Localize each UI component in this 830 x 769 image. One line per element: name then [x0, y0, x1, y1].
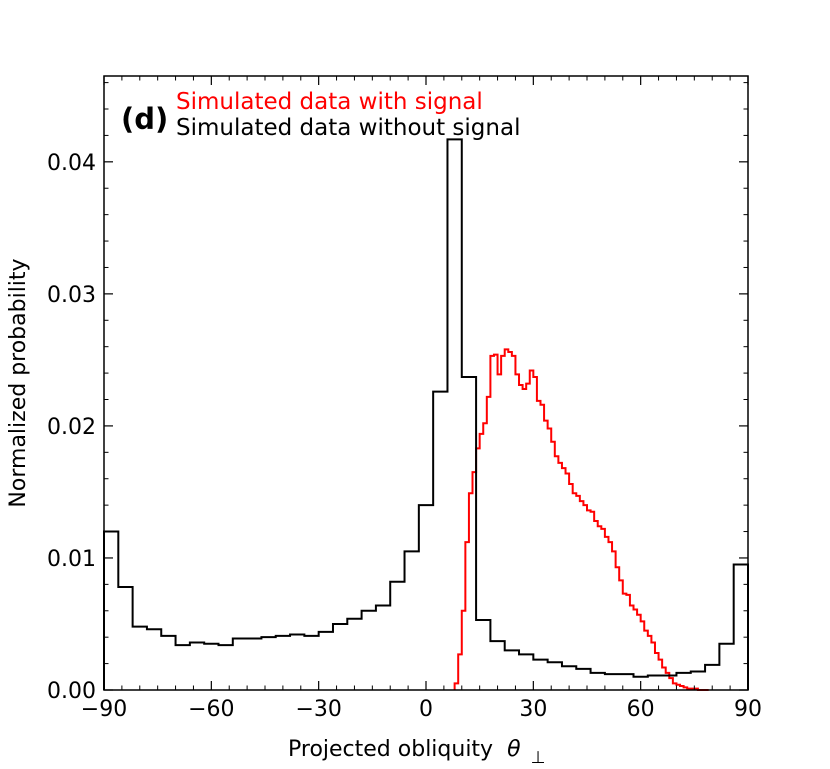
x-tick-label: −90: [81, 697, 127, 722]
x-tick-label: 60: [627, 697, 655, 722]
y-tick-label: 0.02: [47, 415, 96, 440]
y-tick-label: 0.03: [47, 283, 96, 308]
series-with-signal: [453, 348, 709, 691]
x-tick-label: −60: [188, 697, 234, 722]
series-without-signal: [103, 138, 749, 690]
series-layer: [103, 138, 749, 691]
y-axis-label: Normalized probability: [6, 258, 31, 507]
x-tick-label: 90: [734, 697, 762, 722]
panel-label: (d): [121, 102, 168, 136]
x-tick-label: 0: [419, 697, 433, 722]
y-tick-label: 0.04: [47, 151, 96, 176]
x-axis-label-text: Projected obliquity: [288, 737, 493, 762]
y-tick-label: 0.00: [47, 679, 96, 704]
plot-frame: [103, 75, 749, 691]
legend-entry-without-signal: Simulated data without signal: [176, 115, 520, 141]
y-tick-label: 0.01: [47, 547, 96, 572]
x-axis-label-symbol: θ: [507, 737, 521, 762]
x-axis-label-subscript: ⊥: [531, 748, 546, 768]
x-tick-label: −30: [295, 697, 341, 722]
legend-entry-with-signal: Simulated data with signal: [176, 89, 483, 115]
x-tick-label: 30: [519, 697, 547, 722]
x-axis-label: Projected obliquity θ ⊥: [288, 737, 545, 768]
